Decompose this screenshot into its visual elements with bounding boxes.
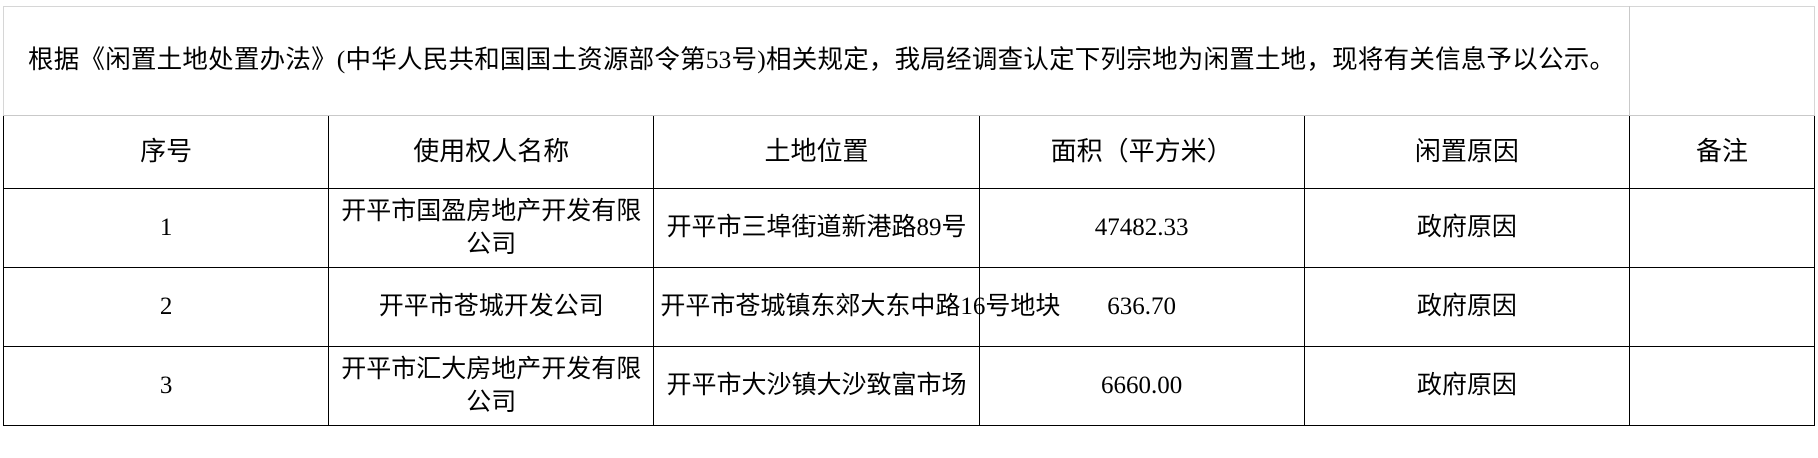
table-header-row: 序号 使用权人名称 土地位置 面积（平方米） 闲置原因 备注 xyxy=(2,115,1815,189)
cell-location: 开平市苍城镇东郊大东中路16号地块 xyxy=(653,267,1060,347)
cell-remark xyxy=(1629,188,1815,268)
cell-area: 636.70 xyxy=(978,267,1305,347)
column-header-seq: 序号 xyxy=(2,115,330,189)
intro-paragraph: 根据《闲置土地处置办法》(中华人民共和国国土资源部令第53号)相关规定，我局经调… xyxy=(3,6,1630,116)
cell-remark xyxy=(1629,346,1815,426)
cell-seq: 3 xyxy=(2,346,330,426)
cell-reason: 政府原因 xyxy=(1303,267,1631,347)
cell-owner: 开平市苍城开发公司 xyxy=(328,267,655,347)
document-sheet: 根据《闲置土地处置办法》(中华人民共和国国土资源部令第53号)相关规定，我局经调… xyxy=(0,6,1818,458)
table-body: 根据《闲置土地处置办法》(中华人民共和国国土资源部令第53号)相关规定，我局经调… xyxy=(2,6,1815,426)
cell-location: 开平市三埠街道新港路89号 xyxy=(653,188,980,268)
column-header-reason: 闲置原因 xyxy=(1303,115,1631,189)
cell-owner: 开平市国盈房地产开发有限公司 xyxy=(328,188,655,268)
cell-seq: 1 xyxy=(2,188,330,268)
cell-location: 开平市大沙镇大沙致富市场 xyxy=(653,346,980,426)
cell-seq: 2 xyxy=(2,267,330,347)
table-row: 3 开平市汇大房地产开发有限公司 开平市大沙镇大沙致富市场 6660.00 政府… xyxy=(2,346,1815,426)
cell-owner: 开平市汇大房地产开发有限公司 xyxy=(328,346,655,426)
intro-row: 根据《闲置土地处置办法》(中华人民共和国国土资源部令第53号)相关规定，我局经调… xyxy=(3,6,1815,116)
column-header-area: 面积（平方米） xyxy=(978,115,1305,189)
column-header-owner: 使用权人名称 xyxy=(328,115,655,189)
idle-land-publicity-table: 根据《闲置土地处置办法》(中华人民共和国国土资源部令第53号)相关规定，我局经调… xyxy=(2,6,1815,426)
table-row: 2 开平市苍城开发公司 开平市苍城镇东郊大东中路16号地块 636.70 政府原… xyxy=(2,267,1815,347)
cell-area: 6660.00 xyxy=(978,346,1305,426)
intro-blank-cell xyxy=(1629,6,1815,116)
cell-remark xyxy=(1629,267,1815,347)
column-header-location: 土地位置 xyxy=(653,115,980,189)
table-row: 1 开平市国盈房地产开发有限公司 开平市三埠街道新港路89号 47482.33 … xyxy=(2,188,1815,268)
column-header-remark: 备注 xyxy=(1629,115,1815,189)
cell-reason: 政府原因 xyxy=(1303,346,1631,426)
cell-area: 47482.33 xyxy=(978,188,1305,268)
cell-reason: 政府原因 xyxy=(1303,188,1631,268)
